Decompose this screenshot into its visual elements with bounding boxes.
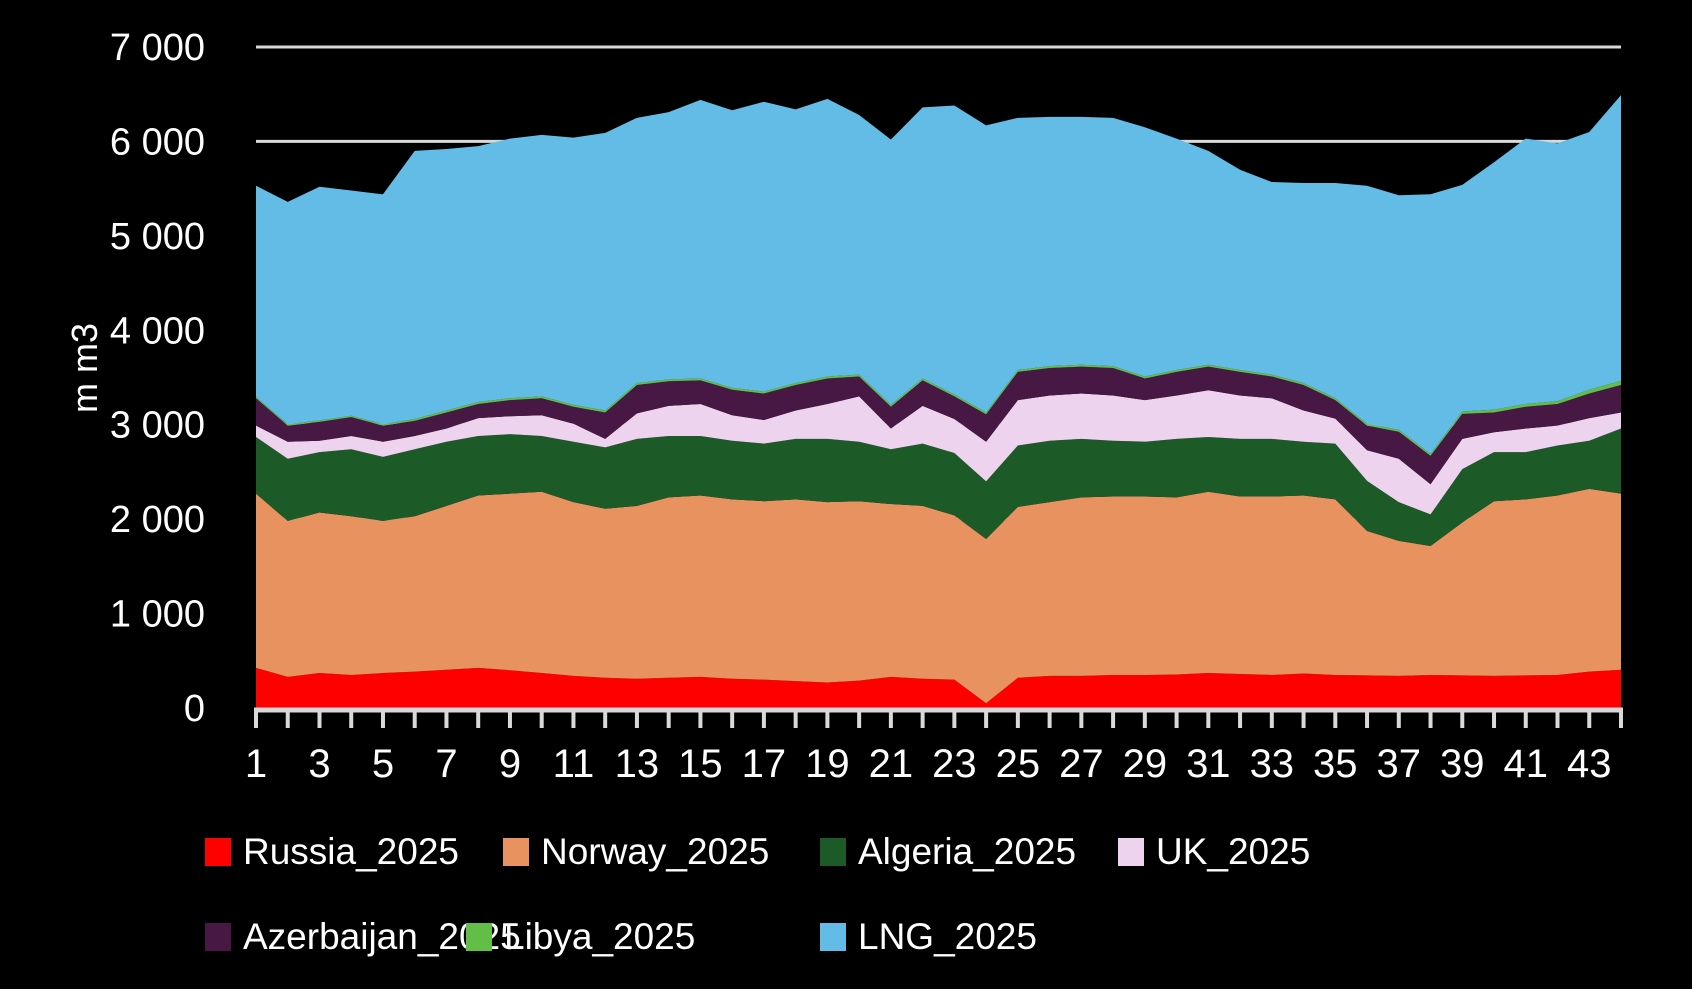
legend-swatch-azerbaijan xyxy=(205,923,231,951)
area-Russia_2025 xyxy=(256,667,1621,708)
legend-item-norway: Norway_2025 xyxy=(503,831,770,872)
x-tick-label: 33 xyxy=(1250,742,1295,786)
legend-swatch-uk xyxy=(1118,838,1144,866)
x-tick-label: 3 xyxy=(308,742,330,786)
legend-item-uk: UK_2025 xyxy=(1118,831,1311,872)
x-tick-label: 19 xyxy=(805,742,850,786)
y-tick-label: 6 000 xyxy=(110,121,205,163)
y-tick-label: 3 000 xyxy=(110,405,205,447)
legend-label-russia: Russia_2025 xyxy=(243,831,459,872)
x-tick-label: 23 xyxy=(932,742,977,786)
legend-label-lng: LNG_2025 xyxy=(858,916,1037,957)
x-tick-label: 39 xyxy=(1440,742,1485,786)
x-tick-label: 35 xyxy=(1313,742,1358,786)
legend-label-algeria: Algeria_2025 xyxy=(858,831,1077,872)
x-tick-label: 27 xyxy=(1059,742,1104,786)
y-tick-label: 5 000 xyxy=(110,216,205,258)
area-Norway_2025 xyxy=(256,488,1621,704)
x-tick-label: 31 xyxy=(1186,742,1231,786)
legend-swatch-lng xyxy=(820,923,846,951)
x-tick-label: 1 xyxy=(245,742,267,786)
x-tick-label: 9 xyxy=(499,742,521,786)
y-tick-label: 4 000 xyxy=(110,310,205,352)
legend-swatch-algeria xyxy=(820,838,846,866)
x-tick-label: 25 xyxy=(996,742,1041,786)
legend-item-algeria: Algeria_2025 xyxy=(820,831,1077,872)
x-tick-label: 21 xyxy=(869,742,914,786)
area-Algeria_2025 xyxy=(256,428,1621,547)
x-tick-label: 7 xyxy=(435,742,457,786)
legend-item-libya: Libya_2025 xyxy=(466,916,696,957)
area-LNG_2025 xyxy=(256,95,1621,454)
y-tick-label: 0 xyxy=(184,688,205,730)
x-tick-label: 37 xyxy=(1377,742,1422,786)
x-tick-label: 11 xyxy=(553,742,595,786)
legend-label-uk: UK_2025 xyxy=(1156,831,1311,872)
legend-item-russia: Russia_2025 xyxy=(205,831,459,872)
legend-swatch-norway xyxy=(503,838,529,866)
x-tick-label: 17 xyxy=(742,742,787,786)
x-tick-label: 29 xyxy=(1123,742,1168,786)
legend-item-lng: LNG_2025 xyxy=(820,916,1037,957)
x-tick-label: 15 xyxy=(678,742,723,786)
x-tick-label: 41 xyxy=(1504,742,1549,786)
x-tick-label: 43 xyxy=(1567,742,1612,786)
legend-label-libya: Libya_2025 xyxy=(504,916,696,957)
area-Azerbaijan_2025 xyxy=(256,366,1621,485)
x-tick-label: 13 xyxy=(615,742,660,786)
area-UK_2025 xyxy=(256,390,1621,515)
y-axis-title: m m3 xyxy=(64,323,105,413)
legend-label-norway: Norway_2025 xyxy=(541,831,770,872)
legend-swatch-libya xyxy=(466,923,492,951)
area-Libya_2025 xyxy=(256,364,1621,456)
y-tick-label: 1 000 xyxy=(110,594,205,636)
x-tick-label: 5 xyxy=(372,742,394,786)
y-tick-label: 7 000 xyxy=(110,27,205,69)
legend-swatch-russia xyxy=(205,838,231,866)
y-tick-label: 2 000 xyxy=(110,499,205,541)
